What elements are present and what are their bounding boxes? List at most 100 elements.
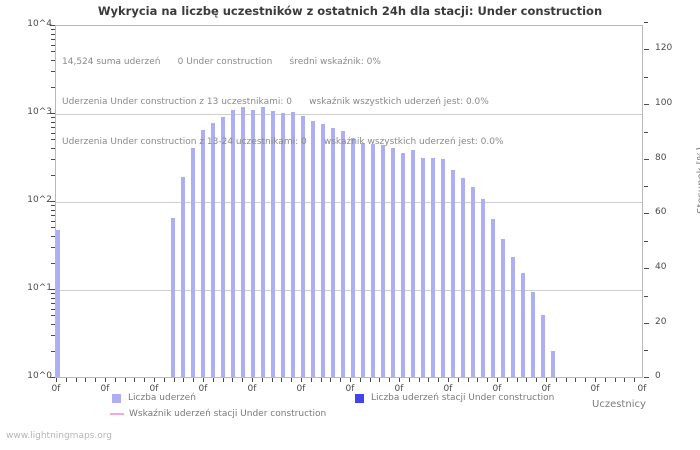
x-tick-label: 0f xyxy=(394,384,404,394)
legend-item-wskaznik-uderzen[interactable]: Wskaźnik uderzeń stacji Under constructi… xyxy=(110,409,327,419)
bar xyxy=(381,145,385,377)
y-tick-mark-minor-left xyxy=(51,263,55,264)
bar xyxy=(281,113,285,377)
y-tick-label-right: 120 xyxy=(655,43,673,53)
y-tick-label-left: 10^3 xyxy=(27,107,52,117)
annotation-line-1: 14,524 suma uderzeń 0 Under construction… xyxy=(62,57,381,68)
bar xyxy=(291,112,295,377)
x-tick-label: 0f xyxy=(492,384,502,394)
y-tick-mark-minor-right xyxy=(644,296,648,297)
y-tick-mark-right xyxy=(644,213,649,214)
y-tick-mark-right xyxy=(644,323,649,324)
x-tick-mark xyxy=(56,378,57,382)
bar xyxy=(191,148,195,377)
bar xyxy=(531,292,535,377)
x-tick-mark xyxy=(154,378,155,382)
legend-item-liczba-uderzen-stacji[interactable]: Liczba uderzeń stacji Under construction xyxy=(355,393,554,403)
y-tick-mark-minor-left xyxy=(51,122,55,123)
x-tick-label: 0f xyxy=(100,384,110,394)
y-tick-mark-left xyxy=(50,201,55,202)
bar xyxy=(481,199,485,377)
y-tick-mark-minor-left xyxy=(51,139,55,140)
y-tick-mark-minor-right xyxy=(644,186,648,187)
y-tick-label-left: 10^0 xyxy=(27,371,52,381)
plot-area xyxy=(55,25,643,378)
y-tick-mark-minor-left xyxy=(51,309,55,310)
legend-label: Liczba uderzeń xyxy=(128,393,196,403)
x-tick-mark xyxy=(174,378,175,382)
y-tick-label-left: 10^4 xyxy=(27,19,52,29)
x-tick-mark xyxy=(242,378,243,382)
x-tick-mark xyxy=(350,378,351,382)
y-tick-mark-minor-left xyxy=(51,127,55,128)
bar xyxy=(501,239,505,377)
bar xyxy=(521,273,525,377)
y-tick-mark-minor-left xyxy=(51,298,55,299)
gridline xyxy=(56,114,642,115)
bar xyxy=(461,178,465,377)
bar xyxy=(211,123,215,377)
x-tick-mark xyxy=(507,378,508,382)
x-tick-mark xyxy=(272,378,273,382)
legend-item-liczba-uderzen[interactable]: Liczba uderzeń xyxy=(112,393,196,403)
x-tick-mark xyxy=(301,378,302,382)
bar xyxy=(231,110,235,377)
x-tick-mark xyxy=(213,378,214,382)
bar xyxy=(471,187,475,377)
x-tick-mark xyxy=(605,378,606,382)
y-tick-mark-left xyxy=(50,25,55,26)
x-tick-label: 0f xyxy=(590,384,600,394)
bar xyxy=(391,148,395,377)
x-tick-mark xyxy=(536,378,537,382)
x-axis-label: Uczestnicy xyxy=(592,399,646,410)
x-tick-label: 0f xyxy=(296,384,306,394)
bar xyxy=(401,153,405,377)
bar xyxy=(251,110,255,377)
y-tick-mark-right xyxy=(644,159,649,160)
x-tick-mark xyxy=(183,378,184,382)
y-tick-mark-minor-right xyxy=(644,132,648,133)
annotation-line-2: Uderzenia Under construction z 13 uczest… xyxy=(62,97,489,108)
y-axis-label-right: Stosunek [%] xyxy=(695,147,700,214)
bar xyxy=(351,138,355,377)
bar xyxy=(511,257,515,377)
y-tick-mark-minor-left xyxy=(51,303,55,304)
x-tick-mark xyxy=(595,378,596,382)
y-tick-mark-minor-left xyxy=(51,117,55,118)
x-tick-mark xyxy=(262,378,263,382)
y-tick-label-left: 10^2 xyxy=(27,195,52,205)
x-tick-mark xyxy=(193,378,194,382)
bar xyxy=(371,144,375,377)
x-tick-mark xyxy=(497,378,498,382)
bar xyxy=(181,177,185,377)
y-tick-mark-minor-left xyxy=(51,210,55,211)
legend-line-icon xyxy=(110,413,124,415)
bar xyxy=(261,107,265,377)
gridline xyxy=(56,290,642,291)
bar xyxy=(411,150,415,377)
annotation-line-3: Uderzenia Under construction z 13-24 ucz… xyxy=(62,136,504,147)
y-tick-mark-minor-left xyxy=(51,34,55,35)
bar xyxy=(431,158,435,377)
y-tick-mark-right xyxy=(644,49,649,50)
legend-row-1: Liczba uderzeń Liczba uderzeń stacji Und… xyxy=(112,392,632,408)
x-tick-mark xyxy=(575,378,576,382)
bar xyxy=(451,170,455,377)
y-tick-mark-minor-left xyxy=(51,39,55,40)
y-tick-mark-minor-left xyxy=(51,175,55,176)
x-tick-mark xyxy=(556,378,557,382)
y-tick-mark-minor-left xyxy=(51,236,55,237)
y-tick-label-right: 20 xyxy=(655,317,667,327)
legend: Liczba uderzeń Liczba uderzeń stacji Und… xyxy=(110,392,632,424)
y-tick-label-right: 100 xyxy=(655,98,673,108)
x-tick-mark xyxy=(428,378,429,382)
x-tick-mark xyxy=(379,378,380,382)
x-tick-mark xyxy=(340,378,341,382)
x-tick-label: 0f xyxy=(149,384,159,394)
y-tick-label-right: 80 xyxy=(655,153,667,163)
x-tick-mark xyxy=(134,378,135,382)
x-tick-mark xyxy=(370,378,371,382)
bar xyxy=(221,117,225,377)
bar xyxy=(551,351,555,377)
legend-label: Wskaźnik uderzeń stacji Under constructi… xyxy=(129,409,327,419)
